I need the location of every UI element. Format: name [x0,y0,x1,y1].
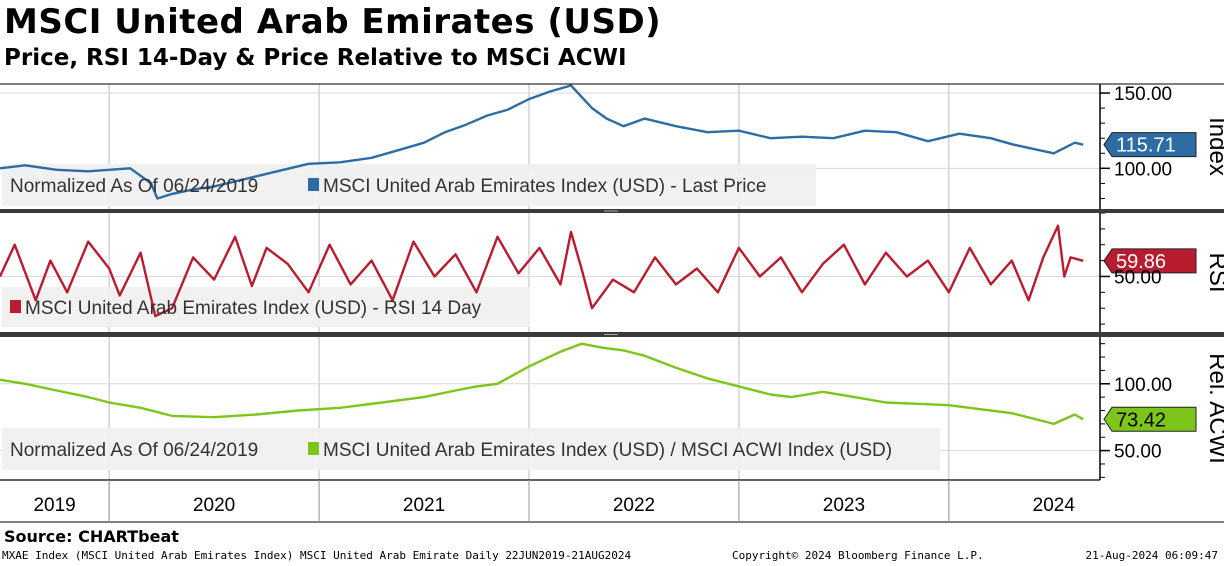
rsi-legend-swatch [10,300,21,313]
x-tick-label: 2021 [403,495,445,516]
price-panel [0,84,1197,209]
price-legend-swatch [308,178,319,191]
price-last-value-tag [1103,132,1197,158]
x-tick-label: 2023 [823,495,865,516]
relative-legend-prefix: Normalized As Of 06/24/2019 [10,440,258,461]
x-tick-label: 2024 [1033,495,1076,516]
relative-last-value-tag [1103,406,1197,432]
chart-subtitle: Price, RSI 14-Day & Price Relative to MS… [4,45,627,71]
price-legend-box [2,164,816,206]
source-label: Source: CHARTbeat [4,527,179,546]
rsi-axis-label: RSI [1204,252,1224,292]
chart-area: Normalized As Of 06/24/2019 MSCI United A… [0,83,1224,523]
relative-y-tick-label: 100.00 [1114,375,1172,396]
copyright: Copyright© 2024 Bloomberg Finance L.P. [732,549,984,562]
rsi-last-value: 59.86 [1116,251,1166,273]
x-tick-label: 2019 [33,495,75,516]
rsi-series-line [0,224,1084,318]
relative-y-tick-label: 50.00 [1114,442,1162,463]
rsi-legend-box [2,287,530,327]
ticker-info: MXAE Index (MSCI United Arab Emirates In… [2,549,632,562]
rsi-panel [0,212,1197,332]
relative-legend-box [2,428,940,470]
price-legend-name: MSCI United Arab Emirates Index (USD) - … [323,176,766,197]
rsi-y-tick-label: 50.00 [1114,267,1162,288]
relative-panel [0,337,1197,480]
price-legend-prefix: Normalized As Of 06/24/2019 [10,176,258,197]
rsi-last-value-tag [1103,248,1197,274]
relative-series-line [0,342,1084,426]
chart-title: MSCI United Arab Emirates (USD) [4,2,662,42]
price-y-tick-label: 150.00 [1114,84,1172,105]
timestamp: 21-Aug-2024 06:09:47 [1085,549,1218,562]
rsi-legend-name: MSCI United Arab Emirates Index (USD) - … [25,298,482,319]
price-axis-label: Index [1204,117,1224,176]
price-series-line [0,84,1084,200]
x-tick-label: 2022 [613,495,655,516]
relative-last-value: 73.42 [1116,409,1166,431]
relative-legend-name: MSCI United Arab Emirates Index (USD) / … [323,440,892,461]
relative-legend-swatch [308,442,319,455]
price-last-value: 115.71 [1116,135,1176,157]
relative-axis-label: Rel. ACWI [1204,353,1224,464]
price-y-tick-label: 100.00 [1114,159,1172,180]
x-tick-label: 2020 [193,495,235,516]
